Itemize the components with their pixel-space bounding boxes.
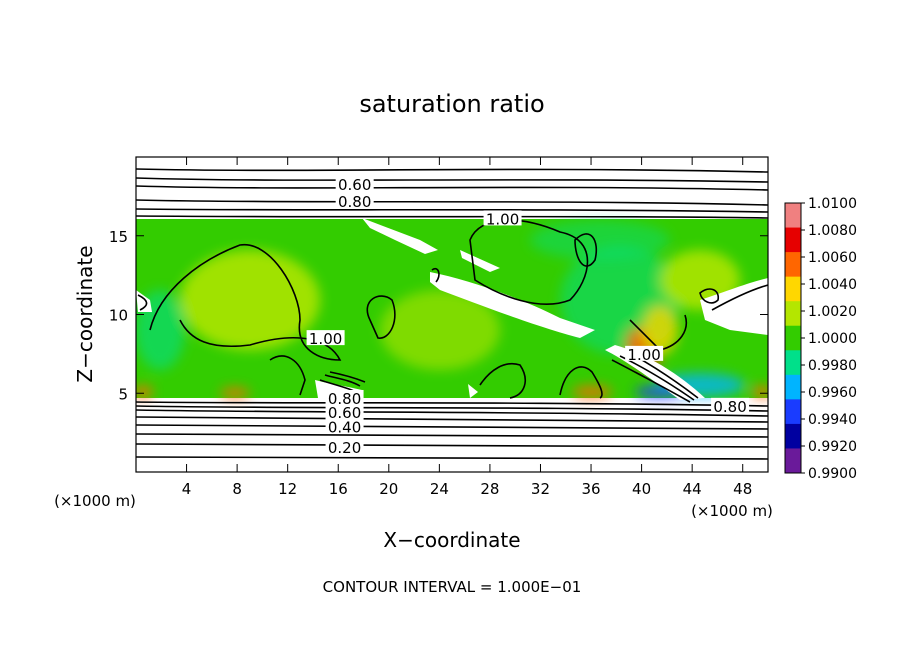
colorbar-label: 0.9980 (808, 358, 857, 374)
contour-label: 1.00 (309, 330, 342, 348)
contour-label-bg (325, 404, 364, 420)
color-field-shading (136, 220, 768, 398)
colorbar-label: 1.0080 (808, 223, 857, 239)
contour-label-bg (335, 193, 374, 209)
y-tick-label: 10 (109, 307, 128, 325)
colorbar-swatch (785, 448, 801, 474)
x-tick-label: 32 (531, 480, 550, 498)
colorbar-swatch (785, 423, 801, 449)
x-tick-label: 16 (329, 480, 348, 498)
x-tick-label: 48 (733, 480, 752, 498)
y-tick-label: 15 (109, 228, 128, 246)
colorbar-swatch (785, 350, 801, 376)
contour-label-bg (325, 438, 364, 454)
contour-label-bg (325, 418, 364, 434)
contour-label-bg (306, 330, 345, 346)
colorbar-label: 0.9920 (808, 439, 857, 455)
contour-label: 0.60 (328, 404, 361, 422)
x-tick-label: 20 (379, 480, 398, 498)
x-tick-label: 44 (683, 480, 702, 498)
x-tick-label: 4 (182, 480, 192, 498)
x-unit-right: (×1000 m) (691, 502, 773, 520)
contour-labels: 0.600.801.001.001.000.800.600.400.200.80 (306, 175, 750, 457)
colorbar-label: 1.0060 (808, 250, 857, 266)
x-tick-label: 28 (480, 480, 499, 498)
colorbar-label: 1.0100 (808, 196, 857, 212)
contour-lines (136, 168, 768, 460)
contour-label-bg (325, 389, 364, 405)
colorbar-label: 0.9960 (808, 385, 857, 401)
colorbar: 1.0100 1.0080 1.0060 1.0040 1.0020 1.0000 0.99… (784, 196, 857, 482)
y-axis-label: Z−coordinate (73, 245, 97, 382)
x-tick-label: 40 (632, 480, 651, 498)
contour-label: 0.60 (338, 176, 371, 194)
colorbar-label: 1.0040 (808, 277, 857, 293)
x-tick-label: 12 (278, 480, 297, 498)
contour-label-bg (711, 397, 750, 413)
contour-label-bg (483, 210, 522, 226)
chart-title: saturation ratio (359, 90, 544, 118)
colorbar-swatch (785, 203, 801, 229)
x-unit-left: (×1000 m) (54, 492, 136, 510)
contour-label-bg (625, 345, 664, 361)
colorbar-label: 0.9940 (808, 412, 857, 428)
contour-label-bg (335, 175, 374, 191)
y-tick-label: 5 (118, 385, 128, 403)
colorbar-swatch (785, 276, 801, 302)
x-axis-label: X−coordinate (383, 528, 520, 552)
colorbar-swatch (785, 399, 801, 425)
x-tick-label: 36 (581, 480, 600, 498)
contour-label: 1.00 (486, 210, 519, 228)
contour-label: 0.40 (328, 418, 361, 436)
colorbar-swatch (785, 374, 801, 400)
x-tick-label: 24 (430, 480, 449, 498)
colorbar-label: 1.0020 (808, 304, 857, 320)
colorbar-swatch (785, 227, 801, 253)
x-axis-ticks: 4 8 12 16 20 24 28 32 36 40 44 48 (182, 157, 752, 498)
colorbar-swatch (785, 252, 801, 278)
plot-area (136, 157, 768, 472)
contour-label: 0.80 (328, 390, 361, 408)
colorbar-swatch (785, 325, 801, 351)
contour-label: 0.80 (713, 398, 746, 416)
contour-label: 0.80 (338, 193, 371, 211)
colorbar-swatch (785, 301, 801, 327)
y-axis-ticks: 5 10 15 (109, 228, 768, 403)
contour-label: 0.20 (328, 439, 361, 457)
x-tick-label: 8 (232, 480, 242, 498)
colorbar-label: 0.9900 (808, 466, 857, 482)
contour-interval-note: CONTOUR INTERVAL = 1.000E−01 (323, 578, 582, 596)
contour-label: 1.00 (627, 346, 660, 364)
colorbar-label: 1.0000 (808, 331, 857, 347)
